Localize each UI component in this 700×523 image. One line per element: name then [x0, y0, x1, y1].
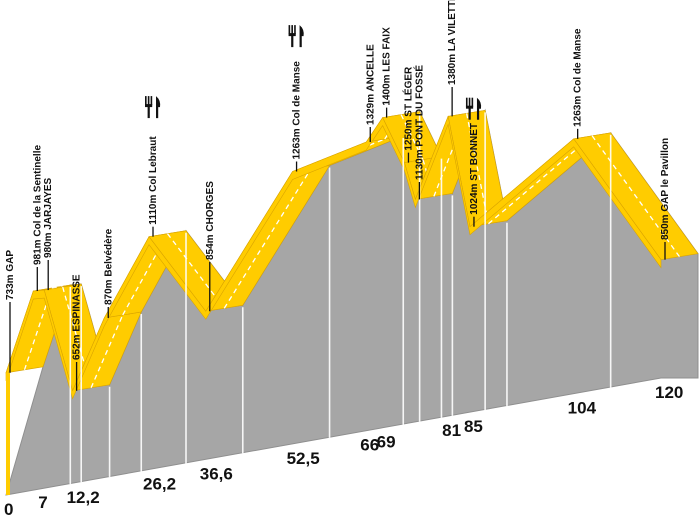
elevation-label: 733m GAP [5, 250, 16, 300]
km-label: 120 [655, 383, 683, 402]
elevation-labels-layer: 733m GAP 981m Col de la Sentinelle 980m JA… [5, 0, 671, 360]
elevation-label: 1400m LES FAIX [382, 27, 393, 106]
km-label: 66 [360, 436, 379, 455]
elevation-label: 1110m Col Lebraut [148, 136, 159, 225]
km-label: 0 [4, 500, 13, 519]
road-front-face [5, 115, 662, 400]
km-label: 52,5 [287, 449, 320, 468]
km-label: 81 [442, 421, 461, 440]
km-label: 36,6 [200, 464, 233, 483]
km-label: 69 [377, 433, 396, 452]
fork-knife-icon [288, 25, 304, 48]
food-icons-layer [145, 25, 482, 120]
road-end-cap [6, 372, 10, 495]
elevation-label: 854m CHORGES [205, 181, 216, 260]
ridge-lines-layer [69, 112, 612, 485]
label-leaders-layer [9, 87, 666, 391]
elevation-label: 1250m ST LÉGER [401, 66, 414, 151]
elevation-label: 1024m ST BONNET [469, 123, 480, 215]
km-label: 7 [38, 493, 47, 512]
km-label: 12,2 [67, 488, 100, 507]
elevation-label: 1380m LA VILETTE [447, 0, 458, 85]
elevation-label: 1329m ANCELLE [365, 44, 376, 125]
elevation-label: 981m Col de la Sentinelle [32, 145, 43, 265]
km-label: 85 [464, 417, 483, 436]
road-center-dash [166, 233, 225, 309]
road-center-dash [488, 135, 593, 225]
fork-knife-icon [145, 96, 161, 119]
road-surface-layer [5, 109, 699, 495]
elevation-label: 850m GAP le Pavillon [660, 138, 671, 240]
elevation-label: 1130m PONT DU FOSSÉ [412, 65, 425, 180]
road-center-dash [122, 233, 169, 316]
road-center-dash [90, 314, 124, 389]
elevation-label: 980m JARJAYES [43, 177, 54, 258]
road-center-dash [591, 135, 681, 258]
elevation-label: 652m ESPINASSE [72, 274, 83, 360]
road-center-dash [223, 168, 312, 309]
elevation-label: 1263m Col de Manse [292, 61, 303, 160]
elevation-label: 870m Belvédère [103, 228, 114, 305]
km-label: 26,2 [143, 474, 176, 493]
km-label: 104 [568, 399, 597, 418]
fork-knife-icon [465, 97, 482, 120]
elevation-label: 1263m Col de Manse [573, 28, 584, 127]
